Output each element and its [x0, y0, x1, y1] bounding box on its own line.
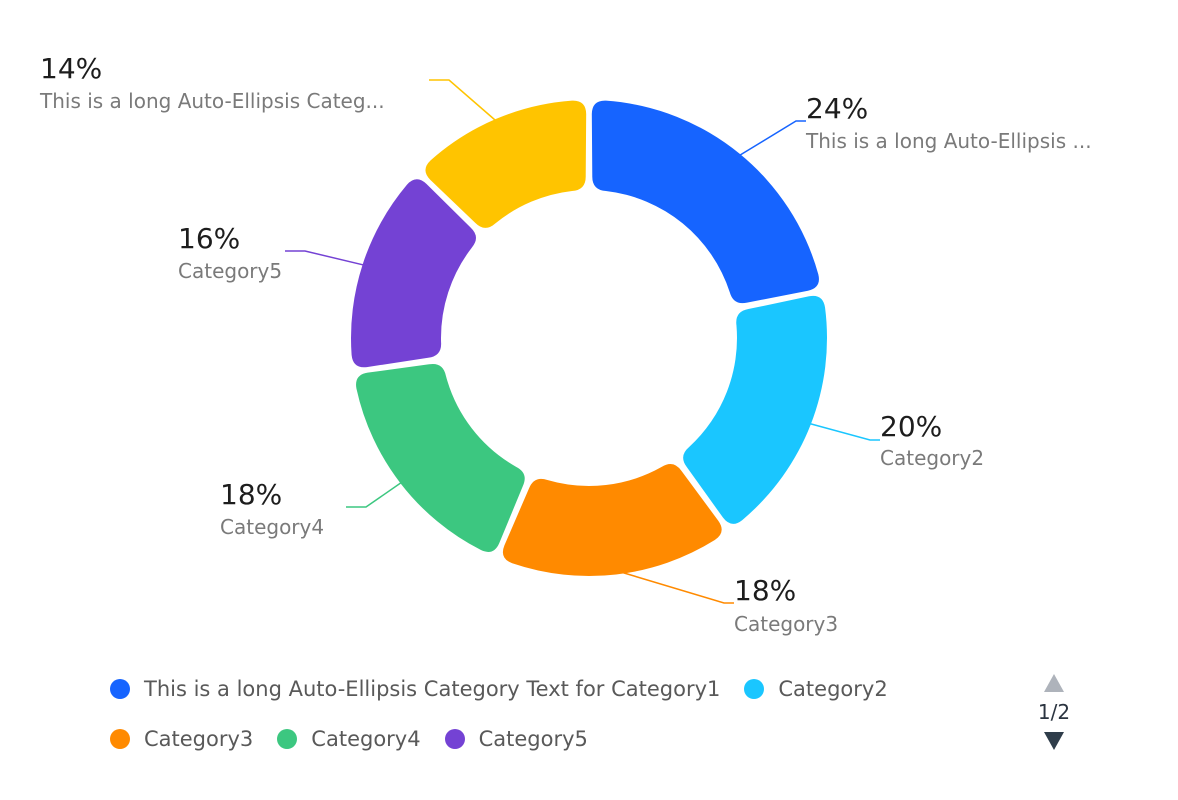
- donut-slice-category2[interactable]: [683, 295, 828, 524]
- donut-slice-category4[interactable]: [356, 363, 525, 552]
- legend-label-category1: This is a long Auto-Ellipsis Category Te…: [144, 677, 721, 701]
- legend-item-category1[interactable]: This is a long Auto-Ellipsis Category Te…: [110, 677, 720, 701]
- leader-line-category2: [806, 422, 880, 441]
- pager-down-arrow-icon[interactable]: [1044, 732, 1064, 750]
- slice-percent-label-category2: 20%: [880, 410, 942, 443]
- legend-row-2: Category3 Category4 Category5: [110, 722, 990, 756]
- pager-page-indicator: 1/2: [1037, 700, 1071, 724]
- legend: This is a long Auto-Ellipsis Category Te…: [110, 672, 990, 772]
- slice-percent-label-category5: 16%: [178, 222, 240, 255]
- slice-category-label-category5: Category5: [178, 259, 282, 283]
- leader-line-category4: [346, 480, 405, 508]
- legend-pager: 1/2: [1026, 672, 1082, 758]
- slice-category-label-category1: This is a long Auto-Ellipsis ...: [805, 129, 1092, 153]
- donut-slice-category1[interactable]: [591, 100, 819, 304]
- pager-up-arrow-icon[interactable]: [1044, 674, 1064, 692]
- leader-line-category3: [615, 569, 734, 604]
- legend-label-category2: Category2: [778, 677, 888, 701]
- leader-line-category1: [736, 120, 806, 158]
- slice-percent-label-category6: 14%: [40, 52, 102, 85]
- legend-dot-category3: [110, 729, 130, 749]
- legend-dot-category2: [744, 679, 765, 699]
- leader-line-category5: [285, 250, 367, 267]
- slice-percent-label-category1: 24%: [806, 92, 868, 125]
- slice-percent-label-category4: 18%: [220, 478, 282, 511]
- donut-slice-category6[interactable]: [425, 100, 587, 228]
- legend-dot-category4: [277, 729, 298, 749]
- legend-item-category5[interactable]: Category5: [444, 727, 588, 751]
- slice-category-label-category2: Category2: [880, 446, 984, 470]
- slice-category-label-category3: Category3: [734, 612, 838, 636]
- legend-dot-category1: [110, 679, 130, 699]
- legend-dot-category5: [444, 729, 465, 749]
- legend-item-category4[interactable]: Category4: [277, 727, 421, 751]
- slice-percent-label-category3: 18%: [734, 574, 796, 607]
- legend-row-1: This is a long Auto-Ellipsis Category Te…: [110, 672, 990, 706]
- legend-item-category3[interactable]: Category3: [110, 727, 253, 751]
- donut-slice-category3[interactable]: [502, 463, 722, 576]
- legend-label-category5: Category5: [478, 727, 588, 751]
- legend-label-category4: Category4: [311, 727, 421, 751]
- legend-label-category3: Category3: [144, 727, 254, 751]
- leader-line-category6: [429, 79, 499, 124]
- legend-item-category2[interactable]: Category2: [744, 677, 888, 701]
- slice-category-label-category6: This is a long Auto-Ellipsis Categ...: [39, 89, 385, 113]
- donut-slice-category5[interactable]: [351, 179, 476, 368]
- slice-category-label-category4: Category4: [220, 515, 324, 539]
